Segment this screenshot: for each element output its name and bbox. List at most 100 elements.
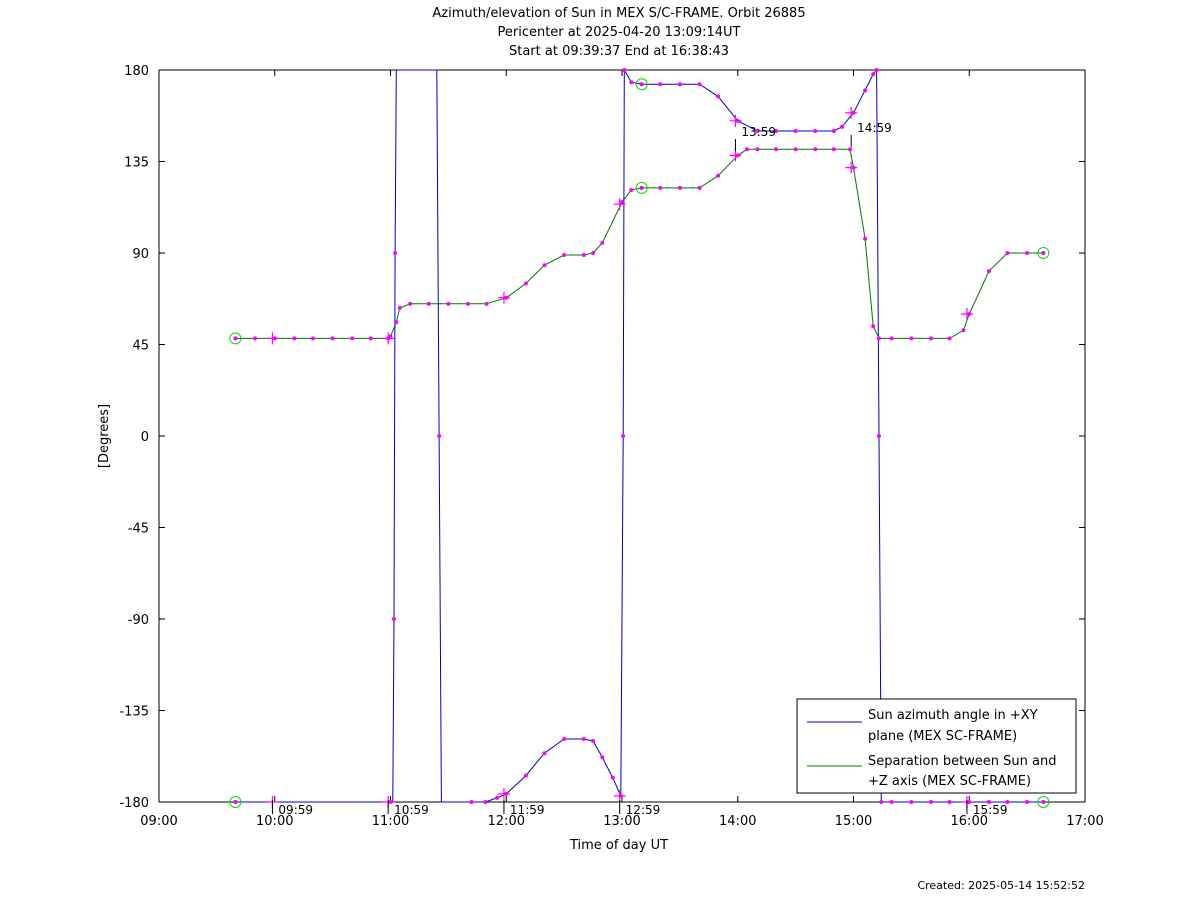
x-tick-label: 17:00 [1066, 814, 1103, 829]
azimuth-data-point [542, 751, 547, 756]
separation-data-point [929, 336, 934, 341]
separation-data-point [397, 305, 402, 310]
x-tick-label: 10:00 [256, 814, 293, 829]
azimuth-data-point [591, 739, 596, 743]
endpoint-marker [229, 796, 242, 808]
separation-data-point [562, 253, 567, 258]
separation-data-point [658, 185, 663, 190]
hour-cross-marker [845, 106, 858, 119]
azimuth-data-point [716, 94, 721, 99]
azimuth-data-point [874, 68, 879, 72]
endpoint-marker [635, 181, 648, 194]
separation-data-point [831, 147, 836, 152]
azimuth-data-point [677, 82, 682, 87]
azimuth-data-point [523, 773, 528, 778]
x-tick-label: 12:00 [488, 814, 525, 829]
endpoint-dot [1041, 251, 1046, 255]
annotation-label: 12:59 [626, 803, 661, 817]
annotation-label: 14:59 [857, 121, 892, 135]
azimuth-data-point [986, 800, 991, 804]
separation-data-point [871, 324, 876, 329]
azimuth-data-point [600, 755, 605, 760]
x-tick-label: 11:00 [372, 814, 409, 829]
separation-data-point [813, 147, 818, 152]
y-tick-label: -45 [128, 522, 149, 537]
endpoint-marker [1037, 247, 1050, 259]
y-tick-label: -90 [128, 613, 149, 628]
annotation-label: 15:59 [973, 803, 1008, 817]
azimuth-data-point [839, 124, 844, 129]
legend-separation-line2: +Z axis (MEX SC-FRAME) [868, 774, 1031, 789]
separation-data-point [909, 336, 914, 341]
separation-data-point [947, 336, 952, 341]
separation-data-point [677, 185, 682, 190]
azimuth-data-point [879, 800, 884, 804]
hour-cross-marker [729, 149, 742, 162]
azimuth-data-point [793, 129, 798, 133]
x-axis-label: Time of day UT [569, 838, 668, 853]
chart-title: Azimuth/elevation of Sun in MEX S/C-FRAM… [432, 6, 805, 21]
azimuth-data-point [581, 736, 586, 741]
azimuth-data-point [889, 800, 894, 804]
y-axis-label: [Degrees] [97, 404, 112, 468]
annotation-label: 09:59 [278, 803, 313, 817]
separation-data-point [523, 281, 528, 286]
azimuth-data-point [929, 800, 934, 804]
separation-data-point [466, 301, 471, 306]
separation-data-point [986, 269, 991, 274]
endpoint-dot [639, 82, 644, 87]
azimuth-data-point [831, 129, 836, 133]
separation-data-point [446, 301, 451, 306]
azimuth-data-point [469, 800, 474, 804]
separation-data-point [484, 301, 489, 306]
azimuth-data-point [622, 68, 627, 72]
endpoint-dot [233, 336, 238, 341]
azimuth-data-point [610, 775, 615, 780]
legend-azimuth-line2: plane (MEX SC-FRAME) [868, 729, 1017, 744]
endpoint-dot [233, 800, 238, 804]
endpoint-dot [639, 185, 644, 190]
azimuth-data-point [909, 800, 914, 804]
separation-data-point [542, 263, 547, 268]
x-tick-label: 15:00 [835, 814, 872, 829]
separation-data-point [330, 336, 335, 341]
azimuth-data-point [658, 82, 663, 87]
separation-data-point [863, 236, 868, 241]
separation-data-point [889, 336, 894, 341]
chart-subtitle-start-end: Start at 09:39:37 End at 16:38:43 [509, 44, 729, 59]
y-axis-ticks: 180 135 90 45 0 -45 -90 -135 -180 [119, 64, 1085, 811]
endpoint-marker [1037, 796, 1050, 808]
y-tick-label: 90 [132, 247, 149, 262]
y-tick-label: -180 [119, 796, 149, 811]
azimuth-data-point [393, 251, 398, 255]
azimuth-data-point [813, 129, 818, 133]
y-tick-label: 135 [124, 156, 149, 171]
azimuth-data-point [871, 72, 876, 77]
azimuth-data-point [947, 800, 952, 804]
azimuth-data-point [773, 129, 778, 133]
separation-data-point [591, 251, 596, 255]
azimuth-data-point [621, 434, 626, 438]
y-tick-label: 0 [141, 430, 149, 445]
separation-data-point [697, 185, 702, 190]
x-tick-label: 16:00 [951, 814, 988, 829]
azimuth-data-point [629, 80, 634, 85]
annotation-label: 10:59 [394, 803, 429, 817]
endpoint-marker [635, 78, 648, 91]
endpoint-dot [1041, 800, 1046, 804]
azimuth-data-point [437, 434, 442, 438]
separation-data-point [848, 147, 853, 152]
separation-data-point [581, 253, 586, 258]
legend: Sun azimuth angle in +XY plane (MEX SC-F… [796, 698, 1077, 794]
y-tick-label: 45 [132, 339, 149, 354]
x-tick-label: 13:00 [603, 814, 640, 829]
separation-data-point [773, 147, 778, 152]
separation-data-point [292, 336, 297, 341]
chart-subtitle-pericenter: Pericenter at 2025-04-20 13:09:14UT [497, 25, 740, 40]
azimuth-data-point [1025, 800, 1030, 804]
azimuth-data-point [1005, 800, 1010, 804]
hour-cross-marker [960, 308, 973, 320]
separation-data-point [394, 320, 399, 325]
annotation-label: 13:59 [741, 125, 776, 139]
